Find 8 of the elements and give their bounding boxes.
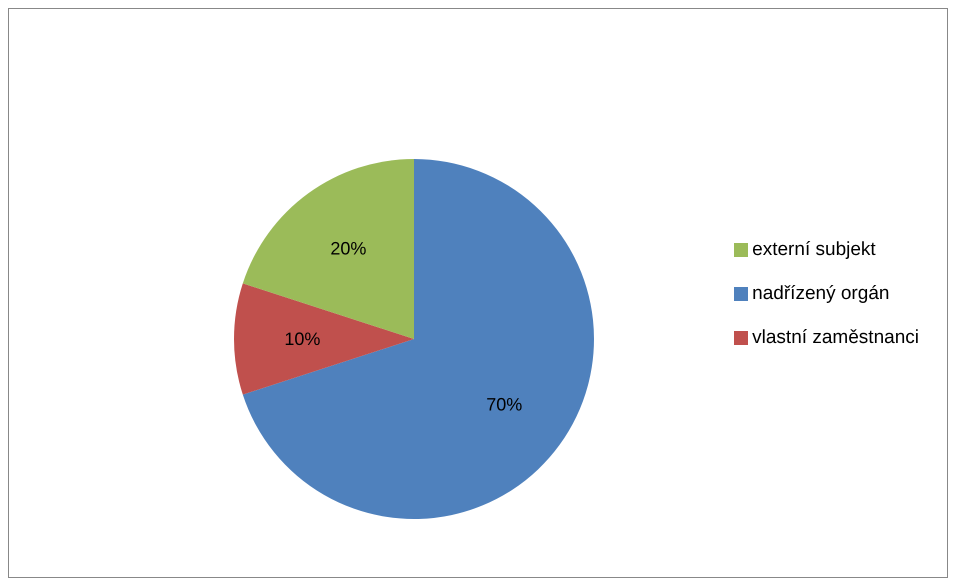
legend-label: vlastní zaměstnanci (752, 327, 919, 348)
pie-slice (242, 159, 594, 519)
pie-slice (234, 283, 414, 395)
data-label: 70% (486, 394, 522, 415)
legend-label: externí subjekt (752, 239, 876, 260)
legend-label: nadřízený orgán (752, 283, 890, 304)
data-label: 20% (330, 238, 366, 259)
data-label: 10% (284, 329, 320, 349)
